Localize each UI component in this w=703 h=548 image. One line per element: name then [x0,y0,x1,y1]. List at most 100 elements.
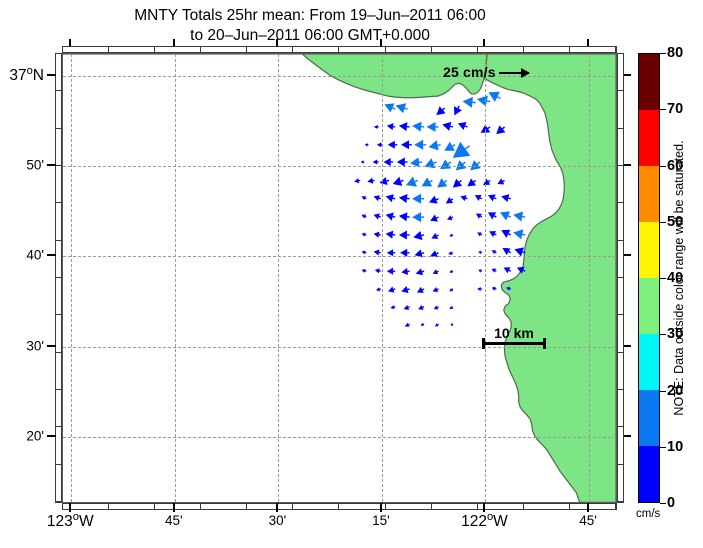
colorbar-tick-label: 40 [667,270,684,286]
gridline-vertical [174,54,176,502]
axis-tick-y [47,73,56,76]
ruler-segment [56,464,61,502]
colorbar-tick-label: 20 [667,382,684,399]
ruler-segment [385,47,432,52]
colorbar-unit-label: cm/s [636,508,661,520]
current-vector-arrow [434,323,439,327]
current-vector-arrow [354,178,361,184]
ruler-segment [293,47,340,52]
vector-tail [522,233,526,236]
colorbar[interactable] [638,53,660,503]
vector-arrowhead [462,96,473,108]
current-vector-arrow [360,160,365,164]
vector-tail [421,270,425,273]
ruler-segment [618,91,623,129]
vector-tail [450,125,454,128]
vector-arrowhead [449,233,453,237]
ruler-segment [618,390,623,428]
colorbar-tick-label: 10 [667,438,684,455]
current-vector-arrow [462,96,476,108]
vector-arrowhead [415,268,423,276]
vector-arrowhead [437,178,448,188]
y-axis-label: 50' [26,157,44,173]
vector-tail [462,161,466,165]
y-axis-label: 37oN [9,64,44,84]
ruler-segment [618,166,623,204]
current-vector-arrow [404,322,410,327]
current-vector-arrow [373,231,381,238]
vector-arrowhead [379,176,388,186]
reference-vector-legend: 25 cm/s [443,64,530,80]
vector-tail [443,179,448,183]
axis-ruler-right [617,53,624,503]
vector-arrowhead [400,248,408,257]
current-vector-arrow [491,250,497,255]
current-vector-arrow [475,213,483,219]
vector-arrowhead [412,212,422,223]
vector-arrowhead [500,211,511,221]
vector-arrowhead [489,231,497,238]
vector-tail [364,197,367,200]
vector-arrowhead [514,247,525,257]
coastline-landmass [63,54,616,502]
axis-tick-x [69,39,72,46]
colorbar-tick-label: 70 [667,101,684,118]
current-vector-arrow [445,196,454,204]
ruler-segment [618,315,623,353]
vector-tail [451,306,454,308]
vector-arrowhead [420,322,424,327]
colorbar-tick [660,165,666,167]
vector-tail [522,215,526,218]
vector-tail [414,179,419,183]
current-vector-arrow [405,176,419,187]
vector-tail [508,197,511,200]
current-vector-arrow [487,194,497,202]
vector-arrowhead [396,157,405,167]
vector-tail [408,323,410,326]
vector-arrowhead [491,286,496,291]
current-vector-arrow [514,247,526,257]
axis-tick-y [624,435,631,438]
current-vector-arrow [474,194,483,201]
vector-arrowhead [386,123,394,131]
colorbar-band [639,334,659,390]
vector-tail [364,215,367,218]
vector-arrowhead [385,230,394,239]
current-vector-arrow [491,286,497,291]
colorbar-tick-label: 50 [667,213,684,230]
current-vector-arrow [452,141,471,158]
current-vector-arrow [364,142,369,147]
vector-tail [378,215,381,218]
axis-tick-y [624,73,631,76]
vector-arrowhead [513,229,524,240]
ruler-segment [618,203,623,241]
vector-arrowhead [386,249,394,257]
colorbar-tick [660,334,666,336]
vector-arrowhead [480,124,491,133]
vector-tail [437,323,439,326]
vector-arrowhead [449,288,454,292]
vector-tail [508,233,512,236]
ruler-segment [569,504,616,509]
vector-arrowhead [445,196,454,204]
current-vector-arrow [449,288,454,292]
map-plot-area[interactable] [62,53,617,503]
vector-arrowhead [513,211,524,222]
axis-tick-x [172,503,175,512]
vector-tail [436,252,439,255]
vector-arrowhead [375,287,381,292]
landmass-polygon [63,54,488,99]
vector-arrowhead [470,160,481,171]
vector-arrowhead [491,250,497,255]
vector-arrowhead [416,286,424,293]
axis-tick-y [47,254,56,257]
vector-tail [507,215,512,218]
vector-tail [407,288,410,291]
ruler-segment [56,128,61,166]
vector-arrowhead [450,322,454,327]
vector-tail [464,145,470,150]
vector-arrowhead [487,194,496,202]
vector-arrowhead [452,178,463,188]
vector-tail [392,197,396,200]
vector-tail [522,251,526,254]
